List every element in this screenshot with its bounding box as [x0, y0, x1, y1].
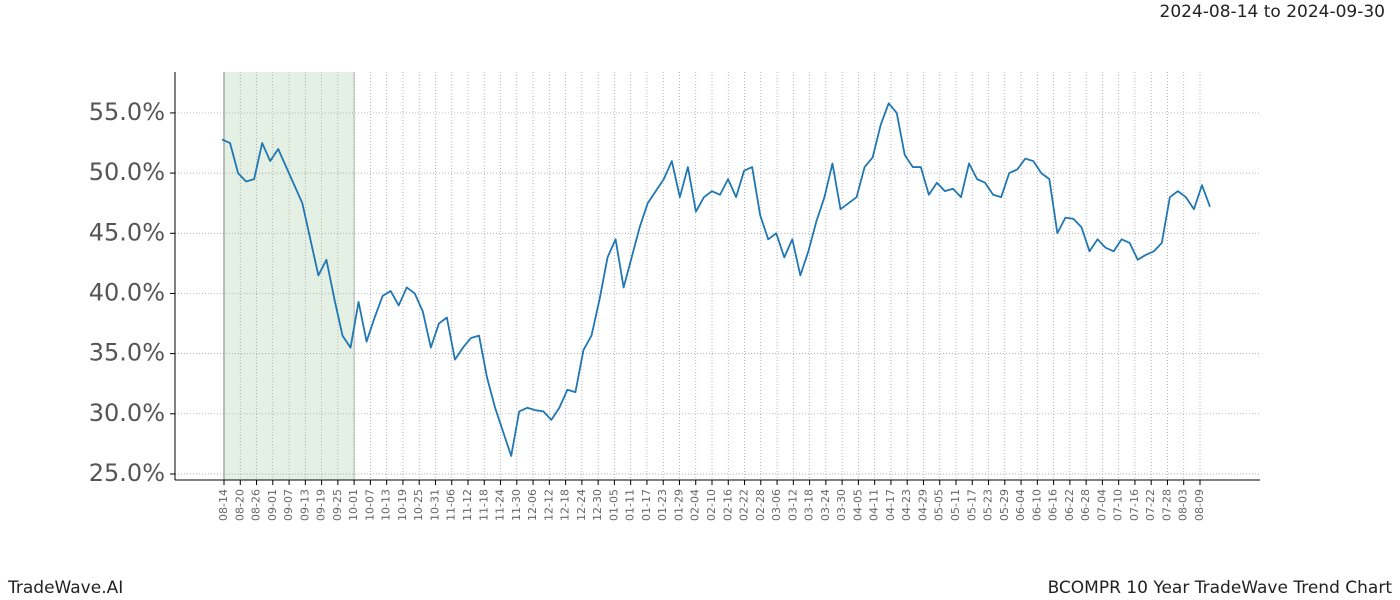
- x-tick-label: 01-17: [640, 489, 653, 521]
- x-tick-label: 02-04: [689, 489, 702, 521]
- x-tick-label: 12-30: [591, 489, 604, 521]
- x-tick-label: 10-25: [412, 489, 425, 521]
- x-tick-label: 11-30: [510, 489, 523, 521]
- x-tick-label: 01-05: [607, 489, 620, 521]
- y-tick-label: 25.0%: [89, 459, 165, 487]
- x-tick-label: 03-24: [819, 489, 832, 521]
- x-tick-label: 06-04: [1014, 489, 1027, 521]
- x-tick-label: 09-01: [266, 489, 279, 521]
- x-tick-label: 11-18: [477, 489, 490, 521]
- x-tick-label: 02-16: [721, 489, 734, 521]
- x-tick-label: 07-10: [1112, 489, 1125, 521]
- x-tick-label: 01-29: [672, 489, 685, 521]
- x-tick-label: 11-06: [445, 489, 458, 521]
- x-tick-label: 05-23: [982, 489, 995, 521]
- x-tick-label: 03-12: [786, 489, 799, 521]
- x-tick-label: 05-05: [933, 489, 946, 521]
- x-tick-label: 09-07: [282, 489, 295, 521]
- x-tick-label: 04-23: [900, 489, 913, 521]
- x-tick-label: 04-29: [916, 489, 929, 521]
- x-tick-label: 03-18: [803, 489, 816, 521]
- y-tick-label: 35.0%: [89, 339, 165, 367]
- x-tick-label: 06-22: [1063, 489, 1076, 521]
- x-tick-label: 08-26: [250, 489, 263, 521]
- data-line: [221, 102, 1211, 457]
- x-tick-label: 12-18: [559, 489, 572, 521]
- x-tick-label: 08-20: [233, 489, 246, 521]
- y-tick-label: 45.0%: [89, 218, 165, 246]
- y-tick-label: 30.0%: [89, 399, 165, 427]
- x-tick-label: 07-22: [1144, 489, 1157, 521]
- y-tick-label: 40.0%: [89, 278, 165, 306]
- x-tick-label: 04-11: [868, 489, 881, 521]
- background-layer: [175, 72, 1260, 480]
- x-tick-label: 06-28: [1079, 489, 1092, 521]
- x-tick-label: 09-25: [331, 489, 344, 521]
- x-tick-label: 11-24: [494, 489, 507, 521]
- x-tick-label: 10-07: [363, 489, 376, 521]
- x-tick-label: 03-30: [835, 489, 848, 521]
- x-tick-label: 08-03: [1177, 489, 1190, 521]
- x-tick-label: 10-19: [396, 489, 409, 521]
- x-tick-label: 07-28: [1160, 489, 1173, 521]
- x-tick-label: 08-09: [1193, 489, 1206, 521]
- x-tick-label: 08-14: [217, 489, 230, 521]
- x-tick-label: 04-17: [884, 489, 897, 521]
- x-tick-label: 07-04: [1095, 489, 1108, 521]
- x-tick-label: 02-10: [705, 489, 718, 521]
- x-tick-label: 01-11: [624, 489, 637, 521]
- x-tick-label: 10-13: [380, 489, 393, 521]
- x-tick-label: 12-06: [526, 489, 539, 521]
- x-tick-label: 05-17: [965, 489, 978, 521]
- x-tick-label: 10-01: [347, 489, 360, 521]
- x-tick-label: 09-19: [315, 489, 328, 521]
- y-tick-label: 50.0%: [89, 158, 165, 186]
- x-tick-label: 10-31: [428, 489, 441, 521]
- x-tick-label: 07-16: [1128, 489, 1141, 521]
- x-tick-label: 05-11: [949, 489, 962, 521]
- subtitle: 2024-08-14 to 2024-09-30: [1160, 2, 1385, 22]
- x-tick-label: 06-16: [1047, 489, 1060, 521]
- x-tick-label: 05-29: [998, 489, 1011, 521]
- x-tick-label: 11-12: [461, 489, 474, 521]
- y-tick-label: 55.0%: [89, 98, 165, 126]
- x-tick-label: 03-06: [770, 489, 783, 521]
- x-tick-label: 12-12: [542, 489, 555, 521]
- x-tick-label: 06-10: [1030, 489, 1043, 521]
- x-tick-label: 09-13: [298, 489, 311, 521]
- chart-title: BCOMPR 10 Year TradeWave Trend Chart: [1048, 578, 1393, 598]
- x-tick-label: 04-05: [851, 489, 864, 521]
- x-tick-label: 01-23: [656, 489, 669, 521]
- x-tick-label: 02-28: [754, 489, 767, 521]
- x-tick-label: 02-22: [738, 489, 751, 521]
- x-tick-label: 12-24: [575, 489, 588, 521]
- source: TradeWave.AI: [7, 578, 123, 598]
